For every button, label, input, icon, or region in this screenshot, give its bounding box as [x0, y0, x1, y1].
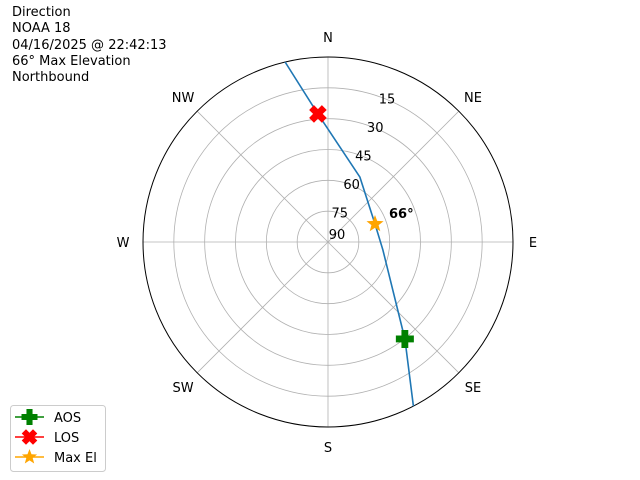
- legend-label: Max El: [54, 451, 97, 466]
- marker-aos: [395, 329, 414, 348]
- angular-tick-label: SE: [465, 381, 481, 396]
- angular-tick-label: NW: [172, 91, 195, 106]
- angular-tick-label: W: [117, 236, 130, 251]
- marker-los-shape: [309, 105, 327, 123]
- legend-marker-aos: [21, 409, 38, 425]
- chart-title: Direction NOAA 18 04/16/2025 @ 22:42:13 …: [12, 5, 167, 86]
- angular-tick-label: SW: [172, 381, 193, 396]
- radial-tick-label: 90: [329, 228, 346, 243]
- radial-tick-label: 15: [379, 93, 396, 108]
- legend: AOS LOS Max El: [10, 405, 106, 472]
- radial-tick-label: 45: [355, 150, 372, 165]
- marker-max-el: [366, 215, 384, 232]
- outer-frame: [142, 56, 514, 428]
- legend-label: AOS: [54, 411, 81, 426]
- grid-spoke: [327, 241, 460, 374]
- legend-marker-los: [21, 429, 38, 445]
- radial-tick-label: 75: [332, 207, 349, 222]
- angular-tick-label: NE: [464, 91, 482, 106]
- grid-spoke: [196, 241, 329, 374]
- marker-los: [309, 105, 327, 123]
- legend-marker-max-el: [21, 449, 38, 464]
- angular-tick-label: S: [324, 441, 332, 456]
- legend-label: LOS: [54, 431, 79, 446]
- satellite-track: [284, 61, 415, 407]
- radial-tick-label: 60: [343, 178, 360, 193]
- radial-tick-label: 30: [367, 121, 384, 136]
- grid-spoke: [327, 110, 460, 243]
- legend-marker-los-shape: [21, 429, 38, 445]
- max-elevation-annotation: 66°: [389, 207, 414, 222]
- angular-tick-label: N: [323, 31, 333, 46]
- angular-tick-label: E: [529, 236, 537, 251]
- grid-spoke: [196, 110, 329, 243]
